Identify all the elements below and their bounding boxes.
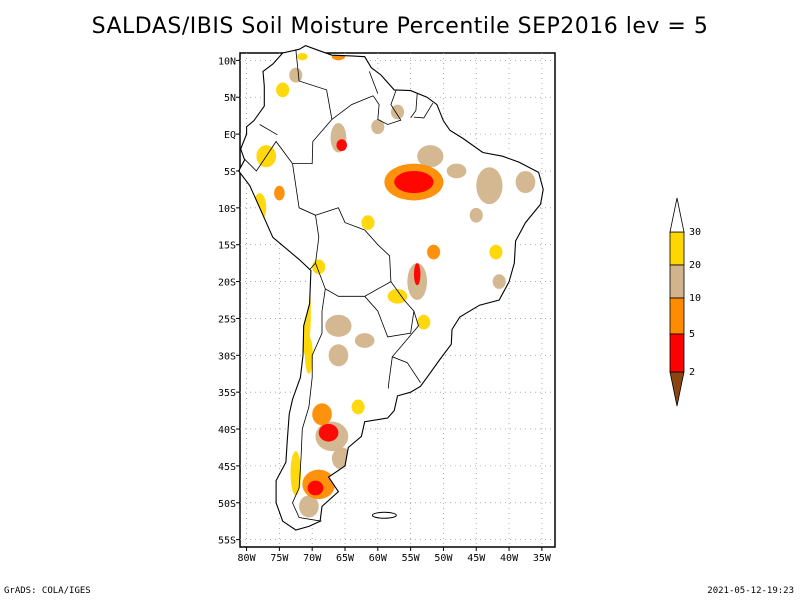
x-tick-label: 35W [533, 553, 552, 564]
colorbar-label: 10 [689, 293, 701, 304]
anomaly-patch [354, 333, 375, 348]
colorbar: 30 20 10 5 2 [669, 197, 701, 407]
y-tick-label: 5N [224, 93, 236, 104]
anomaly-patch [489, 244, 503, 260]
border-line [391, 310, 421, 383]
border-line [372, 89, 402, 125]
anomaly-patch [318, 423, 339, 442]
colorbar-segment [669, 231, 685, 266]
x-tick-label: 60W [369, 553, 388, 564]
y-tick-label: 45S [218, 462, 236, 473]
border-line [387, 356, 393, 389]
y-tick-label: 50S [218, 499, 236, 510]
colorbar-label: 20 [689, 260, 701, 271]
anomaly-patch [297, 53, 308, 61]
colorbar-segment [669, 371, 685, 407]
anomaly-patch [413, 263, 421, 286]
map-title: SALDAS/IBIS Soil Moisture Percentile SEP… [91, 14, 709, 39]
anomaly-patch [289, 67, 303, 83]
anomaly-patch [361, 215, 375, 230]
y-tick-label: 35S [218, 388, 236, 399]
border-line [368, 71, 379, 94]
y-tick-label: 30S [218, 351, 236, 362]
border-line [259, 124, 278, 136]
latitude-ticks: 10N 5N EQ 5S 10S 15S 20S 25S 30S 35S 40S 45S 50S 55S [218, 56, 240, 547]
falkland-islands [371, 511, 397, 519]
anomaly-patch [446, 163, 467, 179]
y-tick-label: 5S [224, 167, 236, 178]
anomaly-patch [387, 288, 408, 304]
y-tick-label: 20S [218, 278, 236, 289]
y-tick-label: 55S [218, 536, 236, 547]
anomaly-patch [427, 244, 441, 260]
anomaly-patch [304, 336, 313, 374]
x-tick-label: 45W [467, 553, 486, 564]
border-line [244, 140, 293, 172]
colorbar-label: 5 [689, 329, 695, 340]
anomaly-patch [371, 119, 385, 135]
y-tick-label: 25S [218, 314, 236, 325]
y-tick-label: 15S [218, 241, 236, 252]
colorbar-label: 2 [689, 367, 695, 378]
footer-timestamp: 2021-05-12-19:23 [707, 586, 794, 596]
anomaly-patch [492, 274, 506, 289]
colorbar-segment [669, 264, 685, 299]
border-line [413, 102, 434, 119]
anomaly-patch [274, 185, 285, 201]
anomaly-patch [325, 314, 352, 337]
anomaly-patch [417, 314, 431, 330]
x-tick-label: 40W [500, 553, 519, 564]
border-line [315, 207, 392, 297]
anomaly-patch [394, 170, 434, 194]
anomaly-patch [276, 82, 290, 98]
y-tick-label: 10N [218, 56, 236, 67]
colorbar-segment [669, 333, 685, 373]
y-tick-label: EQ [224, 130, 236, 141]
x-tick-label: 75W [270, 553, 289, 564]
anomaly-patch [351, 399, 365, 415]
anomaly-patch [336, 139, 347, 152]
y-tick-label: 10S [218, 204, 236, 215]
border-line [292, 163, 320, 270]
colorbar-label: 30 [689, 227, 701, 238]
longitude-ticks: 80W 75W 70W 65W 60W 55W 50W 45W 40W 35W [238, 547, 552, 564]
y-tick-label: 40S [218, 425, 236, 436]
anomaly-patch [328, 344, 349, 367]
anomaly-patch [290, 451, 302, 496]
anomaly-patch [312, 403, 332, 426]
x-tick-label: 70W [303, 553, 322, 564]
x-tick-label: 65W [336, 553, 355, 564]
border-line [364, 281, 415, 338]
anomaly-patch [307, 480, 324, 496]
x-tick-label: 55W [402, 553, 421, 564]
anomaly-patch [476, 167, 503, 205]
footer-credit: GrADS: COLA/IGES [4, 586, 91, 596]
border-line [410, 93, 418, 119]
country-borders [244, 49, 434, 522]
anomaly-patch [469, 207, 483, 223]
anomaly-patch [417, 145, 444, 168]
coastline [238, 44, 544, 531]
border-line [331, 95, 374, 120]
anomaly-patch [299, 495, 319, 518]
colorbar-segment [669, 297, 685, 335]
anomaly-patch [390, 104, 405, 120]
x-tick-label: 50W [434, 553, 453, 564]
x-tick-label: 80W [238, 553, 257, 564]
anomaly-patch [515, 170, 536, 194]
coastline-path [238, 44, 544, 531]
border-line [292, 288, 326, 522]
colorbar-segment [669, 197, 685, 233]
